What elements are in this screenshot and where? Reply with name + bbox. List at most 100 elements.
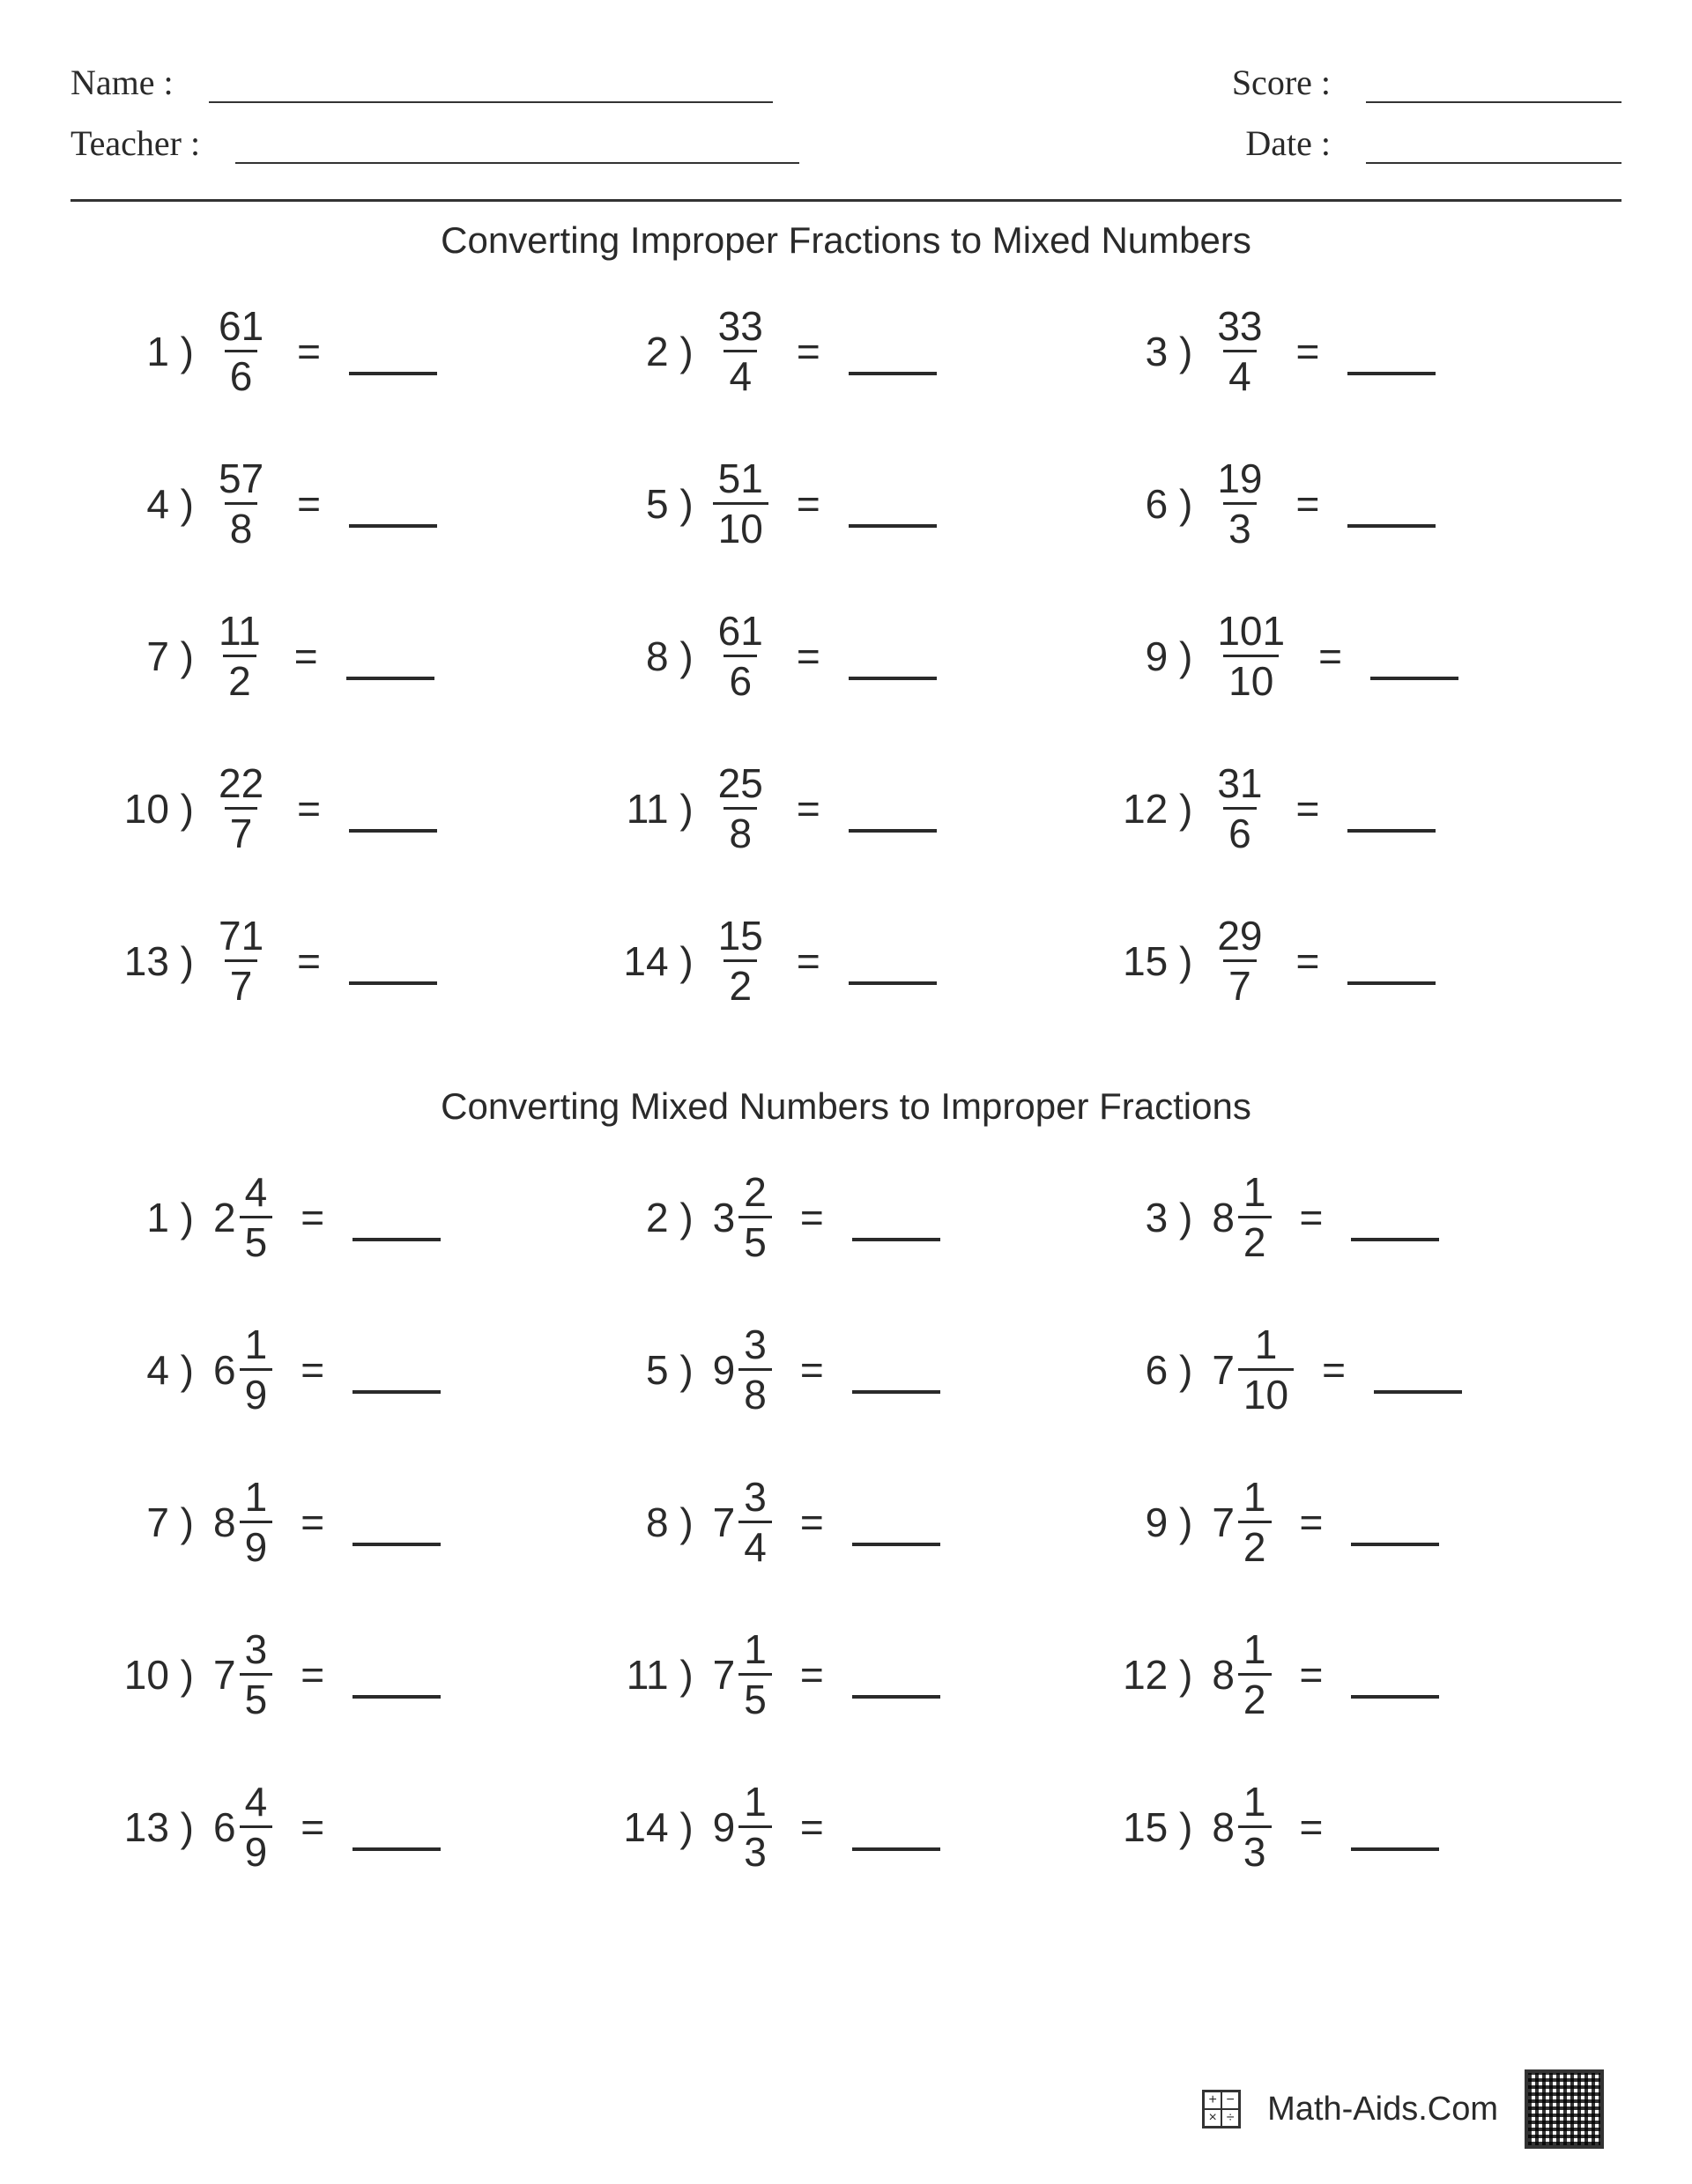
- numerator: 19: [1212, 458, 1267, 502]
- fraction: 578: [213, 458, 269, 549]
- footer-site: Math-Aids.Com: [1267, 2091, 1498, 2128]
- header-row-2: Teacher : Date :: [70, 122, 1622, 164]
- denominator: 9: [240, 1521, 273, 1567]
- problem-number: 1 ): [115, 1194, 194, 1241]
- problem-number: 3 ): [1113, 328, 1192, 375]
- teacher-line[interactable]: [235, 162, 799, 164]
- numerator: 33: [1212, 306, 1267, 350]
- numerator: 1: [738, 1781, 772, 1825]
- denominator: 2: [1238, 1216, 1272, 1262]
- answer-blank[interactable]: [849, 372, 937, 375]
- answer-blank[interactable]: [1374, 1390, 1462, 1394]
- denominator: 5: [738, 1673, 772, 1720]
- numerator: 61: [213, 306, 269, 350]
- date-line[interactable]: [1366, 162, 1622, 164]
- fraction: 25: [738, 1172, 772, 1262]
- answer-blank[interactable]: [849, 829, 937, 833]
- math-aids-logo-icon: +−×÷: [1202, 2090, 1241, 2128]
- answer-blank[interactable]: [1351, 1543, 1439, 1546]
- problem: 1 )245=: [115, 1172, 579, 1262]
- problem-number: 5 ): [614, 480, 694, 528]
- problem-number: 2 ): [614, 1194, 694, 1241]
- problem: 12 )812=: [1113, 1629, 1577, 1720]
- answer-blank[interactable]: [849, 524, 937, 528]
- answer-blank[interactable]: [1347, 981, 1436, 985]
- problem-number: 3 ): [1113, 1194, 1192, 1241]
- denominator: 5: [240, 1216, 273, 1262]
- equals-sign: =: [288, 328, 330, 375]
- answer-blank[interactable]: [849, 677, 937, 680]
- score-group: Score :: [1232, 62, 1622, 103]
- denominator: 7: [225, 807, 258, 854]
- problem: 2 )325=: [614, 1172, 1079, 1262]
- answer-blank[interactable]: [349, 524, 437, 528]
- fraction: 13: [738, 1781, 772, 1872]
- equals-sign: =: [288, 937, 330, 985]
- problem: 2 )334=: [614, 306, 1079, 396]
- answer-blank[interactable]: [852, 1543, 940, 1546]
- equals-sign: =: [788, 785, 829, 833]
- problems-grid: 1 )245=2 )325=3 )812=4 )619=5 )938=6 )71…: [70, 1172, 1622, 1872]
- fraction: 12: [1238, 1477, 1272, 1567]
- answer-blank[interactable]: [852, 1238, 940, 1241]
- denominator: 7: [225, 959, 258, 1006]
- answer-blank[interactable]: [352, 1695, 441, 1699]
- mixed-number: 245: [213, 1172, 272, 1262]
- problem-number: 13 ): [115, 937, 194, 985]
- answer-blank[interactable]: [1351, 1695, 1439, 1699]
- fraction: 13: [1238, 1781, 1272, 1872]
- fraction: 152: [713, 915, 768, 1006]
- answer-blank[interactable]: [349, 372, 437, 375]
- denominator: 2: [724, 959, 757, 1006]
- answer-blank[interactable]: [849, 981, 937, 985]
- equals-sign: =: [791, 1194, 833, 1241]
- whole-part: 6: [213, 1803, 236, 1851]
- answer-blank[interactable]: [1347, 372, 1436, 375]
- problem: 8 )616=: [614, 611, 1079, 701]
- answer-blank[interactable]: [352, 1543, 441, 1546]
- problem-number: 1 ): [115, 328, 194, 375]
- denominator: 4: [1223, 350, 1257, 396]
- problem-number: 11 ): [614, 785, 694, 833]
- answer-blank[interactable]: [349, 981, 437, 985]
- answer-blank[interactable]: [1370, 677, 1458, 680]
- problem-number: 9 ): [1113, 1499, 1192, 1546]
- fraction: 316: [1212, 763, 1267, 854]
- answer-blank[interactable]: [1347, 524, 1436, 528]
- answer-blank[interactable]: [346, 677, 434, 680]
- numerator: 3: [738, 1324, 772, 1368]
- denominator: 7: [1223, 959, 1257, 1006]
- score-line[interactable]: [1366, 101, 1622, 103]
- fraction: 717: [213, 915, 269, 1006]
- numerator: 71: [213, 915, 269, 959]
- problem: 11 )258=: [614, 763, 1079, 854]
- answer-blank[interactable]: [852, 1390, 940, 1394]
- name-line[interactable]: [209, 101, 773, 103]
- problem: 12 )316=: [1113, 763, 1577, 854]
- mixed-number: 819: [213, 1477, 272, 1567]
- denominator: 10: [1223, 655, 1279, 701]
- answer-blank[interactable]: [852, 1847, 940, 1851]
- numerator: 1: [1238, 1172, 1272, 1216]
- answer-blank[interactable]: [352, 1238, 441, 1241]
- problem: 4 )578=: [115, 458, 579, 549]
- problem: 9 )712=: [1113, 1477, 1577, 1567]
- fraction: 112: [213, 611, 266, 701]
- answer-blank[interactable]: [1347, 829, 1436, 833]
- problem: 13 ) 717 =: [115, 915, 579, 1006]
- equals-sign: =: [1288, 328, 1329, 375]
- equals-sign: =: [1288, 480, 1329, 528]
- numerator: 57: [213, 458, 269, 502]
- date-label: Date :: [1245, 122, 1331, 164]
- answer-blank[interactable]: [852, 1695, 940, 1699]
- problem: 6 )193=: [1113, 458, 1577, 549]
- answer-blank[interactable]: [352, 1847, 441, 1851]
- answer-blank[interactable]: [1351, 1238, 1439, 1241]
- answer-blank[interactable]: [349, 829, 437, 833]
- equals-sign: =: [788, 480, 829, 528]
- answer-blank[interactable]: [352, 1390, 441, 1394]
- answer-blank[interactable]: [1351, 1847, 1439, 1851]
- fraction: 5110: [713, 458, 768, 549]
- fraction: 110: [1238, 1324, 1294, 1415]
- denominator: 10: [713, 502, 768, 549]
